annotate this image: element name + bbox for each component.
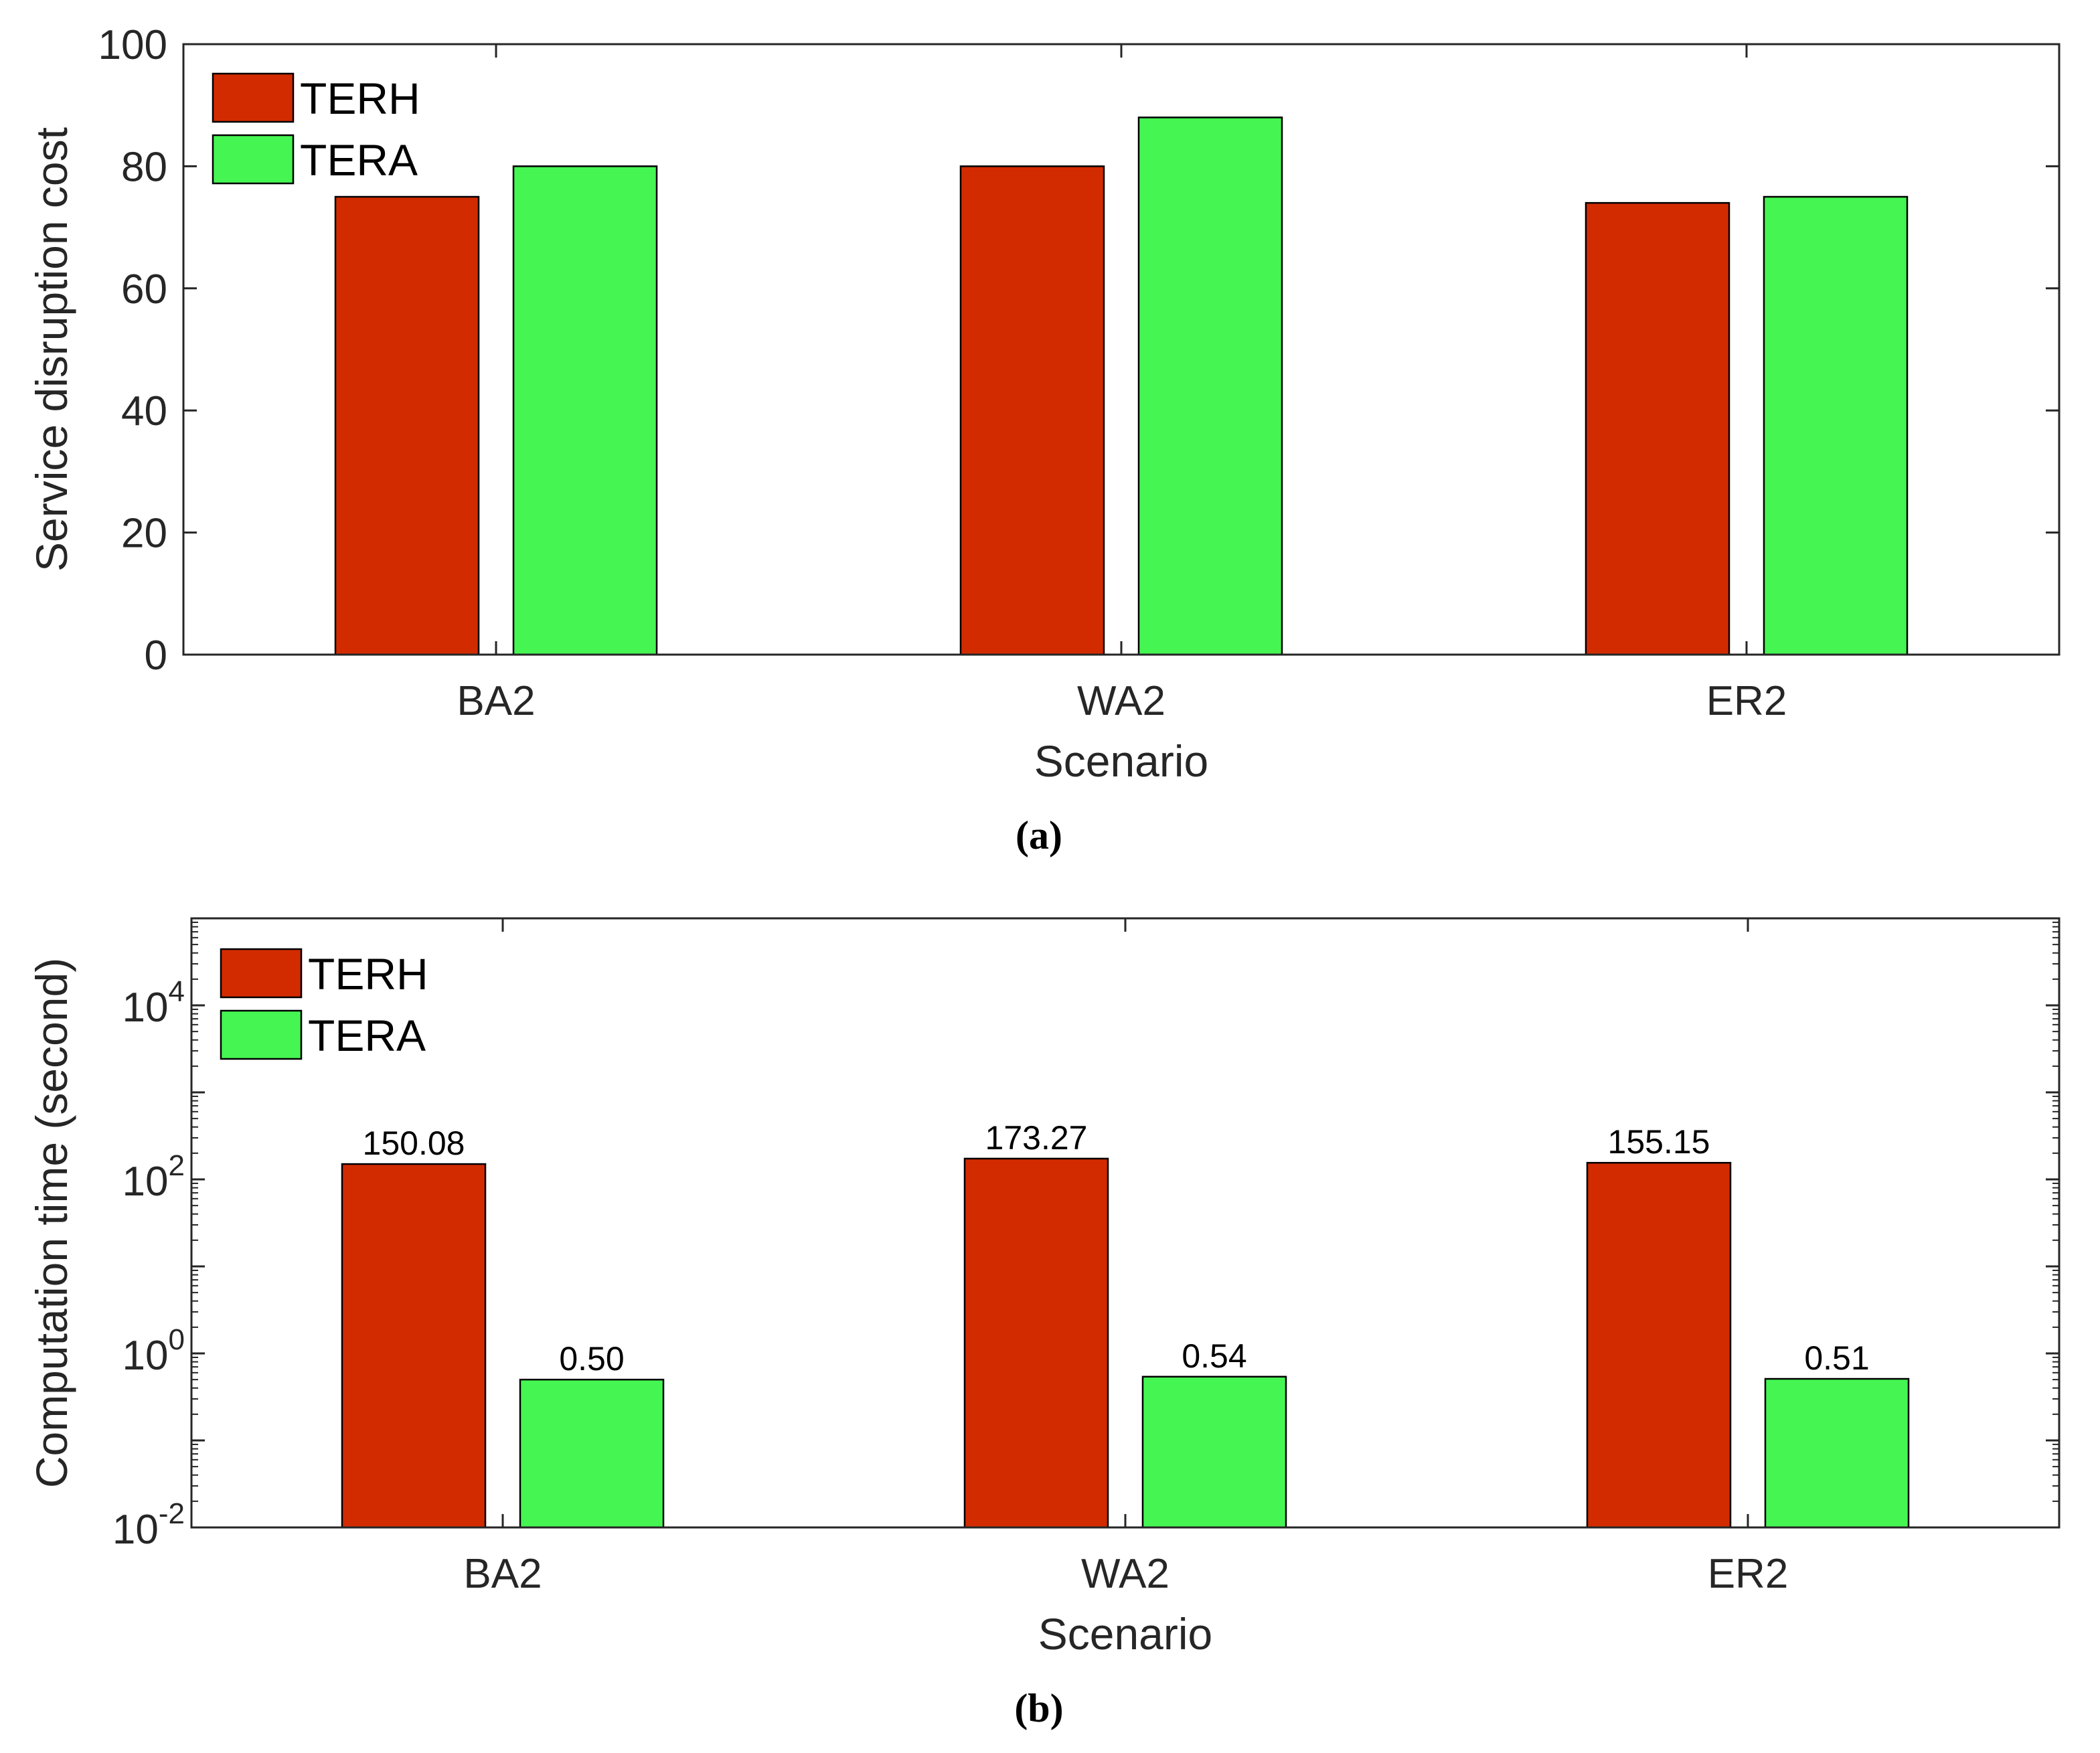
- x-tick-label-ba2: BA2: [463, 1551, 542, 1597]
- y-tick-label: 104: [123, 975, 185, 1031]
- chart-b-legend: TERH TERA: [220, 948, 428, 1060]
- chart-b-axes-frame: [190, 917, 2061, 1529]
- chart-a-x-tick-labels: BA2 WA2 ER2: [457, 678, 1787, 724]
- chart-b-x-axis-label: Scenario: [1038, 1609, 1213, 1659]
- data-label-tera-wa2: 0.54: [1182, 1337, 1246, 1375]
- y-tick-base: 10: [123, 985, 169, 1031]
- bar-tera-ba2: [519, 1378, 665, 1529]
- x-tick-label-ba2: BA2: [457, 678, 535, 724]
- legend-label-tera: TERA: [308, 1011, 426, 1060]
- chart-a-service-disruption-cost: 0 20 40 60 80 100 BA2 WA2 ER2 Scenario Service …: [27, 22, 2061, 857]
- legend-swatch-tera: [220, 1009, 303, 1060]
- bar-terh-ba2: [334, 195, 480, 656]
- chart-b-bars: [341, 1157, 1910, 1529]
- y-tick-base: 10: [123, 1333, 169, 1379]
- bar-tera-er2: [1763, 195, 1909, 656]
- y-tick-exponent: 4: [169, 975, 185, 1008]
- chart-a-caption: (a): [1016, 813, 1062, 857]
- y-tick-exponent: -2: [159, 1497, 185, 1530]
- chart-b-caption: (b): [1014, 1686, 1063, 1730]
- data-label-terh-wa2: 173.27: [985, 1119, 1088, 1157]
- chart-b-y-axis-label: Computation time (second): [27, 958, 76, 1488]
- bar-terh-wa2: [963, 1157, 1109, 1529]
- bar-tera-er2: [1764, 1378, 1910, 1529]
- y-tick-base: 10: [123, 1159, 169, 1205]
- y-tick-exponent: 0: [169, 1323, 185, 1356]
- x-tick-label-er2: ER2: [1708, 1551, 1789, 1597]
- chart-a-y-tick-labels: 0 20 40 60 80 100: [98, 22, 167, 679]
- y-tick-label: 0: [145, 633, 167, 679]
- x-tick-label-wa2: WA2: [1077, 678, 1165, 724]
- bar-terh-er2: [1585, 201, 1730, 656]
- y-tick-label: 100: [123, 1323, 185, 1379]
- y-tick-label: 102: [123, 1149, 185, 1205]
- chart-a-x-axis-label: Scenario: [1034, 736, 1209, 786]
- bar-tera-ba2: [512, 165, 658, 656]
- y-tick-label: 80: [121, 144, 167, 190]
- legend-swatch-tera: [212, 134, 295, 185]
- y-tick-label: 40: [121, 388, 167, 434]
- chart-a-bars: [334, 116, 1909, 656]
- x-tick-label-wa2: WA2: [1081, 1551, 1169, 1597]
- chart-b-ticks: [191, 917, 2059, 1529]
- data-label-terh-er2: 155.15: [1608, 1123, 1710, 1161]
- chart-b-x-tick-labels: BA2 WA2 ER2: [463, 1551, 1788, 1597]
- data-label-terh-ba2: 150.08: [363, 1124, 465, 1162]
- chart-b-data-labels: 150.08 0.50 173.27 0.54 155.15 0.51: [363, 1119, 1870, 1378]
- legend-swatch-terh: [212, 72, 295, 123]
- data-label-tera-er2: 0.51: [1804, 1339, 1869, 1377]
- y-tick-exponent: 2: [169, 1149, 185, 1182]
- bar-terh-er2: [1586, 1161, 1732, 1529]
- data-label-tera-ba2: 0.50: [559, 1340, 624, 1378]
- y-tick-label: 100: [98, 22, 167, 68]
- y-tick-label: 20: [121, 511, 167, 557]
- x-tick-label-er2: ER2: [1706, 678, 1787, 724]
- bar-terh-ba2: [341, 1163, 487, 1529]
- legend-label-tera: TERA: [300, 135, 418, 185]
- bar-tera-wa2: [1141, 1375, 1287, 1529]
- chart-a-y-axis-label: Service disruption cost: [27, 127, 76, 572]
- legend-swatch-terh: [220, 948, 303, 999]
- bar-tera-wa2: [1137, 116, 1283, 656]
- chart-a-axes-frame: [182, 43, 2061, 656]
- legend-label-terh: TERH: [300, 74, 420, 123]
- y-tick-base: 10: [112, 1507, 159, 1553]
- chart-a-legend: TERH TERA: [212, 72, 420, 185]
- legend-label-terh: TERH: [308, 949, 428, 999]
- y-tick-label: 60: [121, 266, 167, 313]
- y-tick-label: 10-2: [112, 1497, 185, 1553]
- bar-terh-wa2: [959, 165, 1105, 656]
